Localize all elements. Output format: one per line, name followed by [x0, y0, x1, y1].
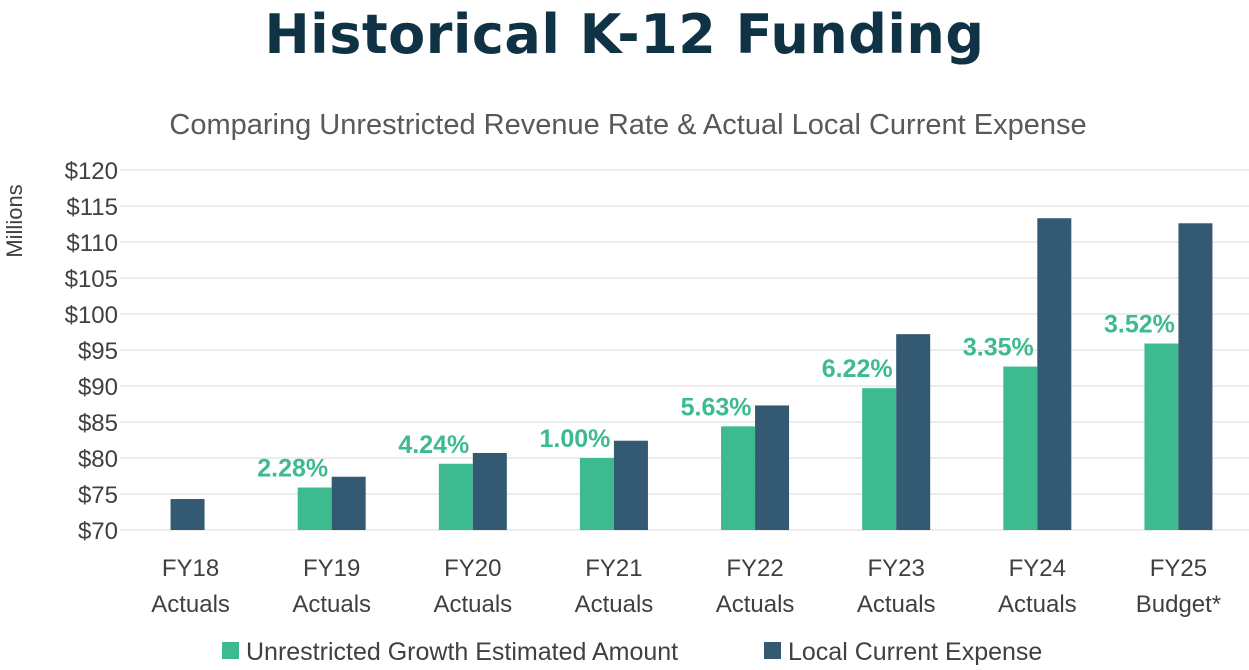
- bars: [170, 218, 1213, 531]
- x-tick-label: FY21: [585, 555, 642, 582]
- data-label-growth-rate: 6.22%: [822, 355, 893, 383]
- bar-local-current-expense: [613, 440, 648, 530]
- x-tick-sublabel: Actuals: [433, 591, 512, 618]
- y-tick-label: $90: [78, 374, 118, 401]
- bar-local-current-expense: [755, 405, 790, 530]
- data-labels: 2.28% 4.24% 1.00% 5.63% 6.22% 3.35% 3.52%: [257, 311, 1175, 483]
- x-tick-label: FY18: [162, 555, 219, 582]
- chart-subtitle: Comparing Unrestricted Revenue Rate & Ac…: [169, 109, 1086, 141]
- x-tick-sublabel: Actuals: [575, 591, 654, 618]
- bar-local-current-expense: [170, 499, 205, 530]
- data-label-growth-rate: 5.63%: [681, 393, 752, 421]
- bar-local-current-expense: [1178, 223, 1213, 530]
- legend-swatch-unrestricted-growth: [222, 642, 239, 659]
- bar-unrestricted-growth: [438, 463, 473, 530]
- x-tick-label: FY20: [444, 555, 501, 582]
- y-tick-label: $70: [78, 518, 118, 545]
- data-label-growth-rate: 2.28%: [257, 455, 328, 483]
- bar-unrestricted-growth: [579, 458, 614, 530]
- y-tick-label: $85: [78, 410, 118, 437]
- bar-local-current-expense: [472, 452, 507, 530]
- gridlines: [120, 169, 1249, 531]
- bar-local-current-expense: [1037, 218, 1072, 531]
- x-tick-sublabel: Actuals: [716, 591, 795, 618]
- y-tick-label: $110: [66, 230, 118, 257]
- legend-swatch-local-current-expense: [764, 642, 781, 659]
- y-axis-label: Millions: [2, 184, 27, 257]
- y-tick-label: $120: [65, 158, 118, 185]
- y-tick-label: $105: [65, 266, 118, 293]
- bar-unrestricted-growth: [1003, 366, 1038, 530]
- legend-label-local-current-expense: Local Current Expense: [788, 638, 1042, 666]
- x-tick-sublabel: Budget*: [1136, 591, 1221, 618]
- y-tick-label: $115: [66, 194, 118, 221]
- y-tick-label: $95: [78, 338, 118, 365]
- x-axis-ticks: FY18 Actuals FY19 Actuals FY20 Actuals FY21 Act…: [151, 555, 1221, 618]
- data-label-growth-rate: 1.00%: [539, 425, 610, 453]
- x-tick-label: FY23: [868, 555, 925, 582]
- y-tick-label: $100: [65, 302, 118, 329]
- x-tick-sublabel: Actuals: [151, 591, 230, 618]
- data-label-growth-rate: 3.52%: [1104, 311, 1175, 339]
- x-tick-sublabel: Actuals: [292, 591, 371, 618]
- y-axis-ticks: $70 $75 $80 $85 $90 $95 $100 $105 $110 $115 $120: [65, 158, 118, 545]
- page-title: Historical K-12 Funding: [264, 3, 985, 66]
- x-tick-sublabel: Actuals: [857, 591, 936, 618]
- x-tick-label: FY24: [1009, 555, 1066, 582]
- data-label-growth-rate: 3.35%: [963, 334, 1034, 362]
- x-tick-sublabel: Actuals: [998, 591, 1077, 618]
- y-tick-label: $80: [78, 446, 118, 473]
- x-tick-label: FY25: [1150, 555, 1207, 582]
- x-tick-label: FY19: [303, 555, 360, 582]
- bar-unrestricted-growth: [721, 426, 756, 530]
- bar-local-current-expense: [896, 334, 931, 530]
- legend-label-unrestricted-growth: Unrestricted Growth Estimated Amount: [246, 638, 678, 666]
- x-tick-label: FY22: [726, 555, 783, 582]
- bar-unrestricted-growth: [1144, 343, 1179, 530]
- bar-unrestricted-growth: [297, 487, 332, 530]
- legend: Unrestricted Growth Estimated Amount Loca…: [222, 638, 1042, 666]
- data-label-growth-rate: 4.24%: [398, 431, 469, 459]
- bar-local-current-expense: [331, 476, 366, 530]
- bar-unrestricted-growth: [862, 388, 897, 530]
- y-tick-label: $75: [78, 482, 118, 509]
